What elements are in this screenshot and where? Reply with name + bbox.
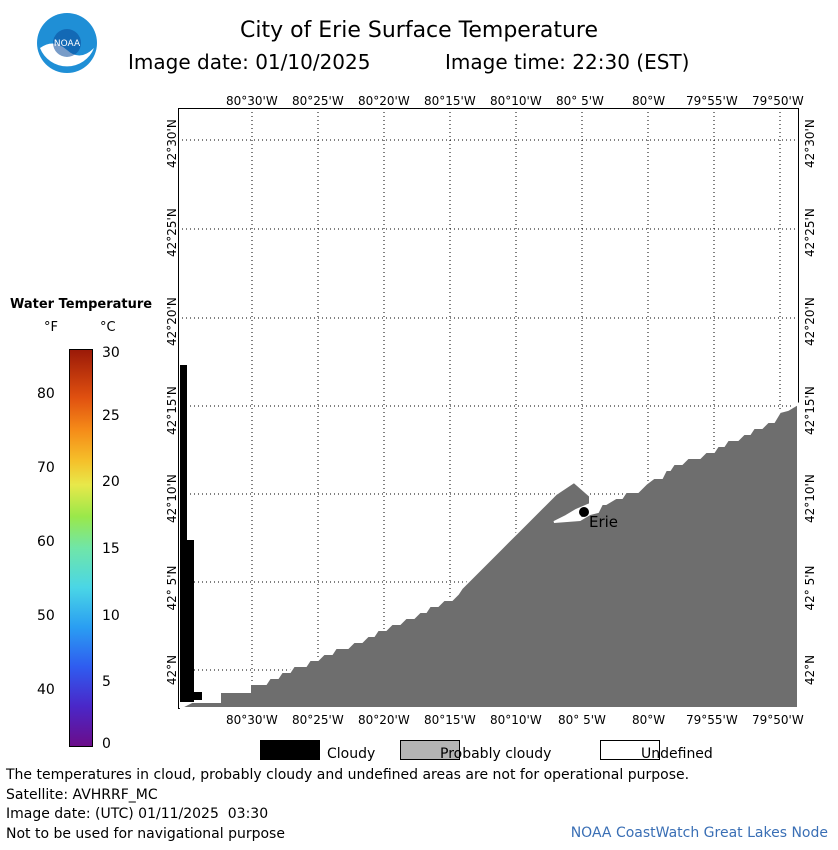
- lon-label-top: 80°10'W: [490, 94, 542, 108]
- colorbar-c-tick: 15: [102, 541, 120, 557]
- lon-label-bottom: 80°30'W: [226, 713, 278, 727]
- page-title: City of Erie Surface Temperature: [239, 18, 599, 43]
- legend-label-undefined: Undefined: [641, 746, 713, 762]
- lat-label-right: 42°30'N: [803, 119, 817, 168]
- lat-label-right: 42°10'N: [803, 474, 817, 523]
- lon-label-top: 80°30'W: [226, 94, 278, 108]
- lon-label-bottom: 80°15'W: [424, 713, 476, 727]
- colorbar-unit-c: °C: [100, 320, 116, 335]
- map-panel: [178, 108, 799, 709]
- lat-label-right: 42°20'N: [803, 297, 817, 346]
- lon-label-bottom: 80°20'W: [358, 713, 410, 727]
- legend-swatch-probably-cloudy: [400, 740, 460, 760]
- legend-swatch-undefined: [600, 740, 660, 760]
- colorbar-f-tick: 50: [37, 608, 55, 624]
- city-label-erie: Erie: [589, 513, 619, 531]
- colorbar-unit-f: °F: [44, 320, 58, 335]
- lat-label-left: 42° 5'N: [165, 565, 179, 611]
- colorbar-f-tick: 60: [37, 534, 55, 550]
- lon-label-top: 80° 5'W: [556, 94, 604, 108]
- lat-label-left: 42°20'N: [165, 297, 179, 346]
- disclaimer-text: The temperatures in cloud, probably clou…: [6, 767, 690, 783]
- image-time: Image time: 22:30 (EST): [445, 50, 690, 74]
- lon-label-top: 79°50'W: [752, 94, 804, 108]
- lat-label-left: 42°N: [165, 654, 179, 686]
- lon-label-bottom: 80° 5'W: [558, 713, 606, 727]
- lat-label-left: 42°25'N: [165, 208, 179, 257]
- lon-label-bottom: 80°10'W: [490, 713, 542, 727]
- credit-link[interactable]: NOAA CoastWatch Great Lakes Node: [570, 825, 828, 841]
- lon-label-top: 80°25'W: [292, 94, 344, 108]
- nav-warning-text: Not to be used for navigational purpose: [6, 826, 285, 842]
- lon-label-bottom: 80°W: [632, 713, 666, 727]
- lon-label-bottom: 80°25'W: [292, 713, 344, 727]
- noaa-logo: NOAA: [36, 12, 98, 74]
- colorbar-f-tick: 80: [37, 386, 55, 402]
- cloud-column-base: [180, 692, 202, 700]
- erie-city-marker: [579, 507, 589, 517]
- lat-label-left: 42°15'N: [165, 386, 179, 435]
- colorbar-title: Water Temperature: [10, 297, 153, 312]
- lon-label-top: 80°15'W: [424, 94, 476, 108]
- lon-label-top: 79°55'W: [686, 94, 738, 108]
- lat-label-right: 42°25'N: [803, 208, 817, 257]
- satellite-text: Satellite: AVHRRF_MC: [6, 787, 158, 803]
- colorbar-c-tick: 30: [102, 345, 120, 361]
- lon-label-top: 80°20'W: [358, 94, 410, 108]
- noaa-logo-text: NOAA: [54, 39, 81, 49]
- legend-label-probably-cloudy: Probably cloudy: [440, 746, 552, 762]
- lat-label-left: 42°10'N: [165, 474, 179, 523]
- lat-label-right: 42°15'N: [803, 386, 817, 435]
- lat-label-right: 42° 5'N: [803, 565, 817, 611]
- lon-label-top: 80°W: [632, 94, 666, 108]
- colorbar-c-tick: 0: [102, 736, 111, 752]
- lon-label-bottom: 79°55'W: [686, 713, 738, 727]
- colorbar-f-tick: 40: [37, 682, 55, 698]
- colorbar-f-tick: 70: [37, 460, 55, 476]
- colorbar: [69, 349, 93, 747]
- land-area: [179, 402, 799, 709]
- cloud-column-lower: [180, 540, 194, 702]
- image-date: Image date: 01/10/2025: [128, 50, 371, 74]
- colorbar-c-tick: 10: [102, 608, 120, 624]
- lon-label-bottom: 79°50'W: [752, 713, 804, 727]
- lat-label-left: 42°30'N: [165, 119, 179, 168]
- legend-swatch-cloudy: [260, 740, 320, 760]
- legend-label-cloudy: Cloudy: [327, 746, 376, 762]
- colorbar-c-tick: 5: [102, 674, 111, 690]
- cloud-column-upper: [180, 365, 187, 702]
- utc-date-text: Image date: (UTC) 01/11/2025 03:30: [6, 806, 269, 822]
- colorbar-c-tick: 25: [102, 408, 120, 424]
- lat-label-right: 42°N: [803, 654, 817, 686]
- colorbar-c-tick: 20: [102, 474, 120, 490]
